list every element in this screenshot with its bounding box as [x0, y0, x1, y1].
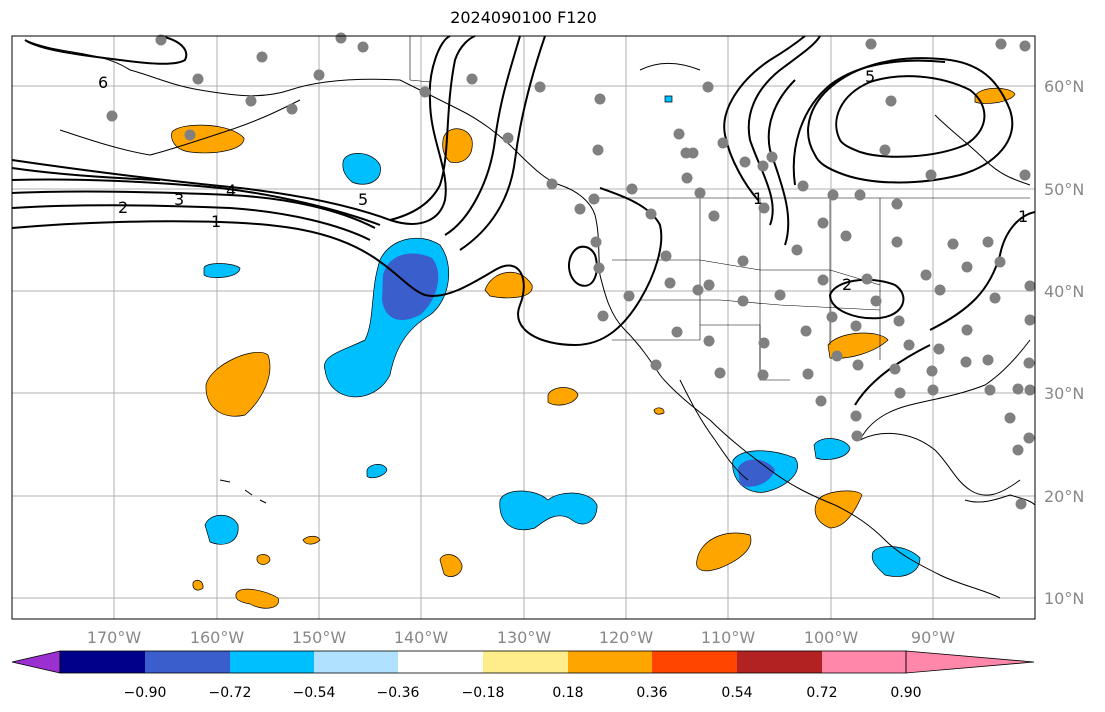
lon-label: 170°W [87, 628, 142, 647]
station-markers [106, 32, 1036, 510]
lon-label: 130°W [497, 628, 552, 647]
contour-label: 6 [98, 73, 108, 92]
lon-label: 90°W [911, 628, 955, 647]
contour-lines [11, 35, 1036, 406]
colorbar-segment [314, 651, 398, 673]
colorbar-outline-low [11, 650, 61, 674]
colorbar-extend-high [906, 651, 1034, 673]
lon-label: 110°W [701, 628, 756, 647]
colorbar-tick-label: 0.72 [806, 685, 837, 701]
lon-label: 160°W [190, 628, 245, 647]
colorbar: −0.90 −0.72 −0.54 −0.36 −0.18 0.18 0.36 … [11, 650, 1035, 701]
colorbar-tick-label: −0.18 [462, 685, 505, 701]
latitude-labels: 60°N 50°N 40°N 30°N 20°N 10°N [1044, 77, 1084, 608]
contour-label: 3 [174, 190, 184, 209]
contour-label: 4 [226, 181, 236, 200]
colorbar-extend-low [12, 651, 60, 673]
colorbar-tick-label: −0.72 [209, 685, 252, 701]
lat-label: 10°N [1044, 589, 1084, 608]
colorbar-segment [652, 651, 737, 673]
colorbar-tick-label: 0.54 [721, 685, 752, 701]
colorbar-segment [568, 651, 652, 673]
map-title: 2024090100 F120 [450, 8, 597, 27]
lat-label: 50°N [1044, 180, 1084, 199]
lat-label: 30°N [1044, 384, 1084, 403]
colorbar-tick-label: −0.36 [377, 685, 420, 701]
map-frame [11, 35, 1036, 620]
colorbar-outline-high [905, 650, 1035, 674]
contour-label: 5 [865, 67, 875, 86]
colorbar-segment [398, 651, 483, 673]
contour-label: 2 [842, 275, 852, 294]
lat-label: 20°N [1044, 487, 1084, 506]
contour-label: 2 [118, 198, 128, 217]
lon-label: 140°W [394, 628, 449, 647]
colorbar-tick-label: −0.54 [293, 685, 336, 701]
lon-label: 150°W [292, 628, 347, 647]
colorbar-tick-label: 0.90 [890, 685, 921, 701]
contour-label: 5 [358, 190, 368, 209]
colorbar-segment [145, 651, 230, 673]
longitude-labels: 170°W 160°W 150°W 140°W 130°W 120°W 110°… [87, 628, 955, 647]
contour-labels: 6 2 3 4 5 1 1 1 5 2 [98, 67, 1028, 294]
colorbar-tick-label: −0.90 [124, 685, 167, 701]
lon-label: 100°W [804, 628, 859, 647]
political-borders [409, 36, 1030, 381]
colorbar-segment [60, 651, 145, 673]
colorbar-segment [230, 651, 314, 673]
contour-label: 1 [211, 212, 221, 231]
lat-label: 40°N [1044, 282, 1084, 301]
colorbar-segment [483, 651, 568, 673]
colorbar-segment [822, 651, 906, 673]
lon-label: 120°W [599, 628, 654, 647]
colorbar-tick-label: 0.36 [636, 685, 667, 701]
colorbar-segment [737, 651, 822, 673]
colorbar-tick-label: 0.18 [552, 685, 583, 701]
lat-label: 60°N [1044, 77, 1084, 96]
contour-label: 1 [753, 189, 763, 208]
contour-label: 1 [1018, 207, 1028, 226]
